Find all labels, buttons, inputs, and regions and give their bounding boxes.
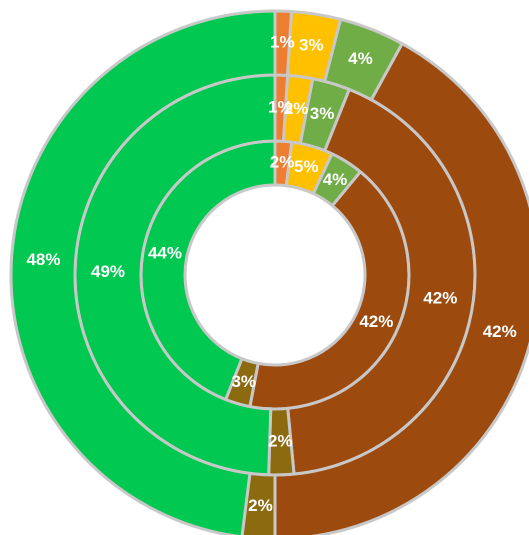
ring-2-label-3: 3% <box>310 104 335 123</box>
ring-1-label-4: 42% <box>359 312 393 331</box>
ring-1-label-1: 2% <box>270 153 295 172</box>
ring-1-label-6: 44% <box>148 243 182 262</box>
ring-2-label-5: 2% <box>268 431 293 450</box>
ring-1-label-2: 5% <box>294 157 319 176</box>
ring-3-label-1: 1% <box>270 33 295 52</box>
ring-3-label-3: 4% <box>348 49 373 68</box>
ring-2-label-2: 2% <box>284 99 309 118</box>
ring-3-label-4: 42% <box>483 322 517 341</box>
chart-slices <box>9 9 529 535</box>
ring-2-label-6: 49% <box>91 262 125 281</box>
ring-3-label-2: 3% <box>299 35 324 54</box>
ring-3-label-6: 48% <box>26 250 60 269</box>
ring-2-label-1: 1% <box>268 98 293 117</box>
chart-data-labels: 2% 5%4%42%3%44%1%2% 3%42%2%49%1% 3%4%42%2%4… <box>26 33 516 515</box>
ring-1-label-3: 4% <box>323 170 348 189</box>
ring-2-label-4: 42% <box>423 288 457 307</box>
ring-3-slice-6 <box>9 9 277 535</box>
ring-1-label-5: 3% <box>231 372 256 391</box>
ring-3-slice-4 <box>273 42 529 535</box>
ring-3-label-5: 2% <box>248 496 273 515</box>
